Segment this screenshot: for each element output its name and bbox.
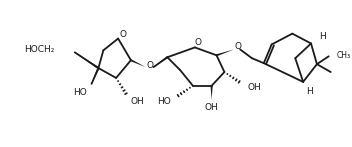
Polygon shape [153,56,168,67]
Text: O: O [194,38,201,47]
Text: H: H [319,32,326,41]
Text: OH: OH [131,97,145,106]
Polygon shape [131,59,146,67]
Text: HO: HO [73,88,87,97]
Polygon shape [92,68,99,84]
Text: O: O [120,30,126,39]
Text: CH₃: CH₃ [337,51,351,60]
Text: O: O [146,61,153,70]
Polygon shape [216,49,234,56]
Polygon shape [75,52,99,69]
Text: HOCH₂: HOCH₂ [24,45,54,54]
Text: OH: OH [247,83,261,92]
Text: O: O [235,42,242,51]
Polygon shape [210,86,213,100]
Text: H: H [306,87,313,96]
Text: HO: HO [157,97,171,106]
Text: OH: OH [205,103,219,112]
